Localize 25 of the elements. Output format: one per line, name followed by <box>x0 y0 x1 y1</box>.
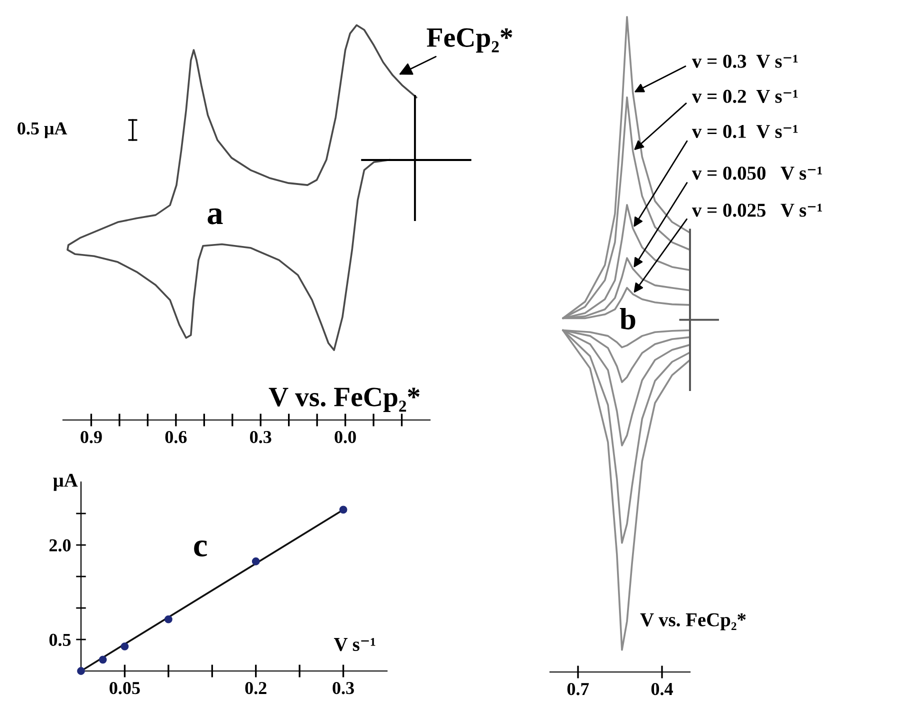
annotation: 0.5 μA <box>18 122 68 138</box>
text: v = 0.3 V s⁻¹ <box>692 54 798 68</box>
x-axis-title: V s⁻¹ <box>334 638 376 652</box>
annotation: FeCp₂* <box>426 28 512 53</box>
x-tick-label: 0.3 <box>332 682 354 694</box>
x-tick-label: 0.7 <box>567 682 589 696</box>
x-tick-label: 0.9 <box>80 430 102 444</box>
text: v = 0.1 V s⁻¹ <box>692 124 798 138</box>
y-axis-title: μA <box>53 474 78 491</box>
x-tick-label: 0.05 <box>110 682 140 694</box>
x-tick-label: 0.2 <box>245 682 266 694</box>
x-axis-title: V vs. FeCp₂* <box>268 388 420 412</box>
x-tick-label: 0.3 <box>250 430 272 444</box>
x-axis-title: V vs. FeCp₂* <box>640 613 746 630</box>
x-tick-label: 0.6 <box>165 430 187 444</box>
text: v = 0.2 V s⁻¹ <box>692 90 798 104</box>
annotation: b <box>620 308 636 330</box>
text: v = 0.050 V s⁻¹ <box>692 166 822 180</box>
x-tick-label: 0.0 <box>334 430 356 444</box>
y-tick-label: 2.0 <box>49 539 71 552</box>
annotation: c <box>194 540 207 556</box>
text: v = 0.025 V s⁻¹ <box>692 204 822 217</box>
annotation: a <box>208 208 223 224</box>
x-tick-label: 0.4 <box>651 682 673 696</box>
y-tick-label: 0.5 <box>49 634 71 646</box>
